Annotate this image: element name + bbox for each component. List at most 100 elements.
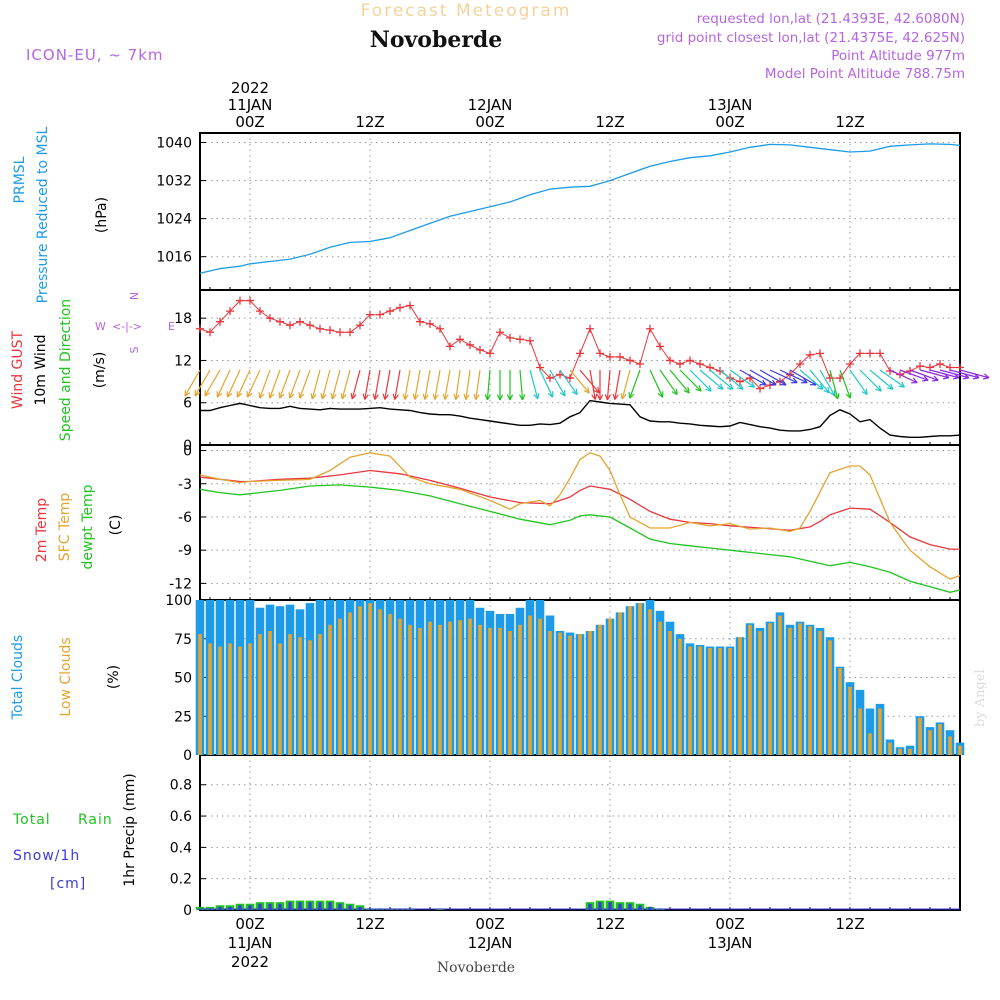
low-cloud-bar <box>878 708 882 755</box>
gust-marker <box>796 359 804 368</box>
gust-marker <box>816 349 824 358</box>
wind-label-dir: Speed and Direction <box>58 299 74 441</box>
low-cloud-bar <box>478 624 482 755</box>
wind-arrow-head <box>484 394 491 401</box>
wind-arrow-head <box>922 375 929 382</box>
pressure-tick-label: 1016 <box>156 250 192 266</box>
precip-tick-label: 0.2 <box>170 872 192 888</box>
low-cloud-bar <box>718 648 722 755</box>
low-cloud-bar <box>388 613 392 755</box>
precip-label-rain: Rain <box>78 812 113 828</box>
gust-marker <box>846 359 854 368</box>
precip-unit: 1hr Precip (mm) <box>122 773 138 886</box>
low-cloud-bar <box>308 640 312 755</box>
wind-arrow-head <box>216 391 223 398</box>
compass-e: E <box>168 320 175 333</box>
bottom-time-label: 11JAN <box>228 934 273 952</box>
gust-marker <box>316 324 324 333</box>
low-cloud-bar <box>228 643 232 755</box>
low-cloud-bar <box>918 717 922 755</box>
gust-marker <box>356 321 364 330</box>
wind-direction-arrow <box>216 369 231 398</box>
wind-arrow-head <box>833 392 840 400</box>
wind-direction-arrow <box>414 369 421 400</box>
wind-arrow-head <box>911 377 918 384</box>
snow-precip-bar <box>238 905 242 910</box>
low-cloud-bar <box>368 603 372 755</box>
wind-arrow-head <box>898 381 906 388</box>
wind-direction-arrow <box>331 369 341 400</box>
snow-precip-bar <box>338 903 342 910</box>
gust-marker <box>576 349 584 358</box>
clouds-unit: (%) <box>106 665 122 689</box>
low-cloud-bar <box>218 646 222 755</box>
gust-marker <box>306 321 314 330</box>
wind-direction-arrow <box>899 369 929 381</box>
wind-direction-arrow <box>559 369 578 395</box>
temp-series-dewpt-temp <box>199 484 961 593</box>
low-cloud-bar <box>868 733 872 755</box>
requested-coords: requested lon,lat (21.4393E, 42.6080N) <box>697 11 965 27</box>
gust-marker <box>216 317 224 326</box>
temp-frame <box>199 444 961 601</box>
wind-frame <box>199 289 961 446</box>
precip-frame <box>199 754 961 911</box>
low-cloud-bar <box>738 637 742 755</box>
wind-direction-arrow <box>779 369 808 384</box>
wind-direction-arrow <box>879 369 905 388</box>
wind-arrow-head <box>372 393 379 400</box>
low-cloud-bar <box>208 643 212 755</box>
wind-arrow-head <box>442 393 449 400</box>
low-cloud-bar <box>408 624 412 755</box>
top-time-label: 13JAN <box>708 96 753 114</box>
low-cloud-bar <box>798 623 802 755</box>
low-cloud-bar <box>698 646 702 755</box>
wind-arrow-head <box>204 389 211 397</box>
bottom-time-label: 12JAN <box>468 934 513 952</box>
compass-s: S <box>128 346 141 353</box>
wind-direction-arrow <box>759 369 787 386</box>
low-cloud-bar <box>948 736 952 755</box>
low-cloud-bar <box>568 635 572 755</box>
low-cloud-bar <box>628 606 632 755</box>
gust-marker <box>876 349 884 358</box>
gust-marker <box>226 307 234 316</box>
snow-precip-bar <box>248 905 252 910</box>
gust-marker <box>346 328 354 337</box>
wind-direction-arrow <box>849 369 868 395</box>
temp-tick-label: -9 <box>178 543 192 559</box>
snow-precip-bar <box>228 906 232 910</box>
wind-arrow-head <box>932 375 939 382</box>
wind-direction-arrow <box>919 369 950 379</box>
wind-direction-arrow <box>269 369 281 399</box>
wind-arrow-head <box>612 393 619 400</box>
low-cloud-bar <box>848 686 852 755</box>
low-cloud-bar <box>318 634 322 755</box>
low-cloud-bar <box>898 748 902 755</box>
bottom-time-label: 00Z <box>235 915 264 933</box>
low-cloud-bar <box>558 632 562 755</box>
wind-direction-arrow <box>839 369 851 399</box>
wind-arrow-head <box>779 379 787 386</box>
wind-direction-arrow <box>649 369 664 398</box>
wind-direction-arrow <box>311 369 321 400</box>
point-altitude: Point Altitude 977m <box>831 48 965 64</box>
gust-marker <box>736 377 744 386</box>
gridpoint-coords: grid point closest lon,lat (21.4375E, 42… <box>657 30 965 46</box>
wind-direction-arrow <box>184 369 201 397</box>
wind-arrow-head <box>246 391 253 398</box>
gust-marker <box>286 321 294 330</box>
precip-tick-label: 0.4 <box>170 840 192 856</box>
snow-precip-bar <box>648 906 652 910</box>
gust-marker <box>646 324 654 333</box>
wind-arrow-head <box>402 393 409 400</box>
wind-arrow-head <box>194 389 201 397</box>
temp-tick-label: 0 <box>183 444 192 460</box>
location-title: Novoberde <box>370 27 503 53</box>
low-cloud-bar <box>528 615 532 755</box>
wind-arrow-head <box>519 394 526 401</box>
gust-marker <box>456 335 464 344</box>
wind-arrow-head <box>258 392 265 399</box>
gust-marker <box>936 359 944 368</box>
wind-direction-arrow <box>279 369 291 399</box>
